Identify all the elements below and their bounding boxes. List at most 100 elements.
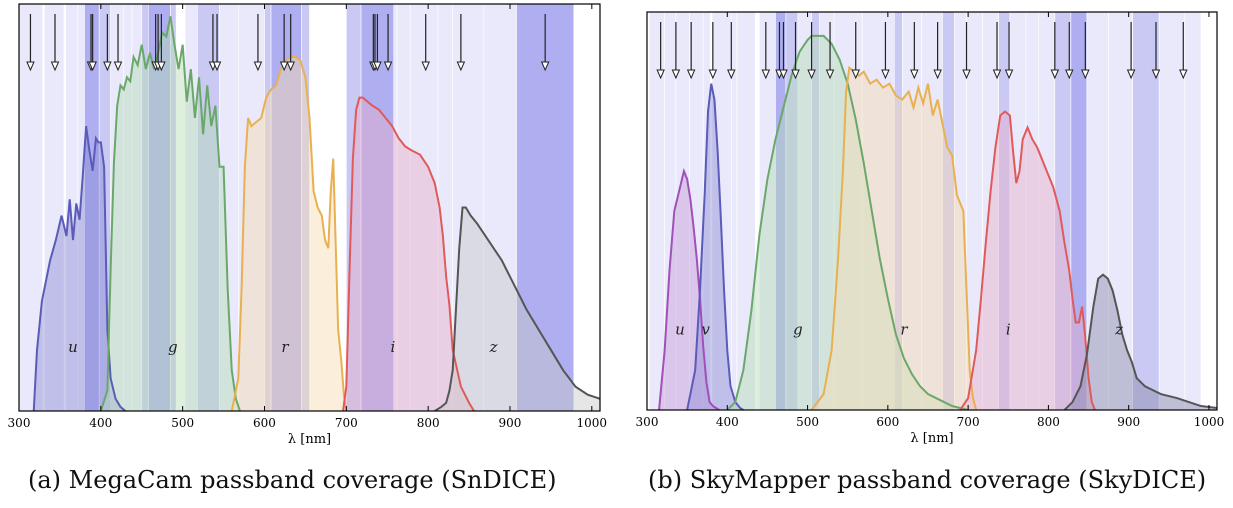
x-tick-label: 600 <box>876 415 899 429</box>
band-curve-g <box>726 34 969 410</box>
led-band-18 <box>301 4 310 411</box>
led-band-33 <box>1184 12 1202 410</box>
led-arrow-3 <box>708 22 718 80</box>
x-tick-label: 1000 <box>1194 415 1225 429</box>
led-arrow-0 <box>656 22 665 80</box>
led-arrow-21 <box>1126 22 1136 80</box>
band-curve-z <box>1063 273 1217 410</box>
band-fill-g <box>727 35 969 410</box>
band-fill-i <box>343 97 474 411</box>
x-tick-label: 400 <box>716 415 739 429</box>
x-tick-label: 600 <box>253 416 276 430</box>
led-band-23 <box>409 4 439 411</box>
led-arrow-9 <box>807 22 816 80</box>
led-arrow-1 <box>671 22 681 80</box>
band-fill-r <box>811 67 977 410</box>
led-arrow-16 <box>992 22 1002 80</box>
led-band-1 <box>44 4 65 411</box>
led-band-26 <box>483 4 517 411</box>
band-label-u: u <box>68 338 78 356</box>
band-curve-i <box>342 96 475 411</box>
led-band-0 <box>19 4 44 411</box>
led-arrow-20 <box>540 14 550 72</box>
x-tick-label: 700 <box>957 415 980 429</box>
caption-a: (a) MegaCam passband coverage (SnDICE) <box>28 466 557 494</box>
band-curve-r <box>810 65 978 410</box>
band-fill-i <box>960 111 1095 410</box>
led-arrow-1 <box>50 14 60 72</box>
band-label-i: i <box>391 338 396 356</box>
led-arrow-5 <box>113 14 123 72</box>
plot-frame <box>18 3 601 412</box>
band-label-r: r <box>281 338 289 356</box>
x-tick-label: 300 <box>8 416 31 430</box>
plot-area <box>649 12 1217 410</box>
led-arrow-12 <box>279 14 289 72</box>
led-band-31 <box>1132 12 1160 410</box>
band-fill-r <box>231 56 347 411</box>
band-curve-g <box>99 16 241 411</box>
band-label-z: z <box>1114 320 1123 338</box>
led-arrow-15 <box>962 22 971 80</box>
led-arrow-11 <box>851 22 860 80</box>
x-tick-label: 500 <box>796 415 819 429</box>
led-arrow-14 <box>933 22 942 80</box>
led-arrow-22 <box>1151 22 1161 80</box>
band-curve-r <box>230 55 348 411</box>
x-tick-label: 800 <box>1037 415 1060 429</box>
band-fill-u <box>33 126 126 411</box>
x-axis-label: λ [nm] <box>288 432 331 447</box>
x-tick-label: 300 <box>636 415 659 429</box>
band-fill-u <box>659 171 720 410</box>
led-arrow-19 <box>456 14 466 72</box>
x-tick-label: 700 <box>335 416 358 430</box>
led-band-27 <box>516 4 575 411</box>
x-tick-label: 1000 <box>577 416 608 430</box>
led-arrow-4 <box>103 14 112 72</box>
led-arrow-17 <box>383 14 393 72</box>
led-arrow-19 <box>1065 22 1074 80</box>
band-label-g: g <box>793 320 803 338</box>
plot-frame <box>646 11 1218 411</box>
x-tick-label: 400 <box>89 416 112 430</box>
led-arrow-20 <box>1081 22 1090 80</box>
x-tick-label: 900 <box>499 416 522 430</box>
chart-megacam: u g r i z 300 400 500 600 700 800 900 1000 λ [nm] <box>8 3 608 447</box>
band-curve-i <box>959 110 1096 410</box>
led-arrow-3 <box>88 14 97 72</box>
caption-b: (b) SkyMapper passband coverage (SkyDICE… <box>648 466 1207 494</box>
x-tick-label: 800 <box>417 416 440 430</box>
led-arrow-18 <box>1050 22 1060 80</box>
led-arrow-2 <box>686 22 696 80</box>
band-label-u: u <box>675 320 685 338</box>
band-fill-z <box>434 207 600 411</box>
led-arrow-12 <box>881 22 890 80</box>
band-label-v: v <box>701 320 710 338</box>
led-arrow-16 <box>373 14 382 72</box>
led-arrow-18 <box>421 14 430 72</box>
band-label-i: i <box>1006 320 1011 338</box>
led-arrow-13 <box>910 22 919 80</box>
x-tick-label: 900 <box>1117 415 1140 429</box>
panel-megacam: u g r i z 300 400 500 600 700 800 900 1000 λ [nm] <box>0 0 610 508</box>
led-arrow-13 <box>286 14 295 72</box>
x-tick-label: 500 <box>171 416 194 430</box>
led-arrow-7 <box>779 22 788 80</box>
led-band-25 <box>452 4 485 411</box>
panel-skymapper: u v g r i z 300 400 500 600 700 800 900 1000 λ [nm] <box>616 0 1233 508</box>
chart-skymapper: u v g r i z 300 400 500 600 700 800 900 1000 λ [nm] <box>636 11 1225 446</box>
led-arrow-8 <box>791 22 800 80</box>
led-arrow-10 <box>212 14 222 72</box>
x-axis-label: λ [nm] <box>910 431 953 446</box>
led-arrow-5 <box>761 22 771 80</box>
led-arrow-10 <box>825 22 835 80</box>
led-arrow-0 <box>26 14 35 72</box>
led-band-11 <box>170 4 177 411</box>
band-label-g: g <box>168 338 178 356</box>
band-label-z: z <box>489 338 498 356</box>
led-arrow-11 <box>253 14 263 72</box>
led-arrow-23 <box>1179 22 1188 80</box>
band-curve-z <box>434 206 600 411</box>
band-fill-z <box>1064 274 1217 410</box>
led-arrow-8 <box>157 14 166 72</box>
